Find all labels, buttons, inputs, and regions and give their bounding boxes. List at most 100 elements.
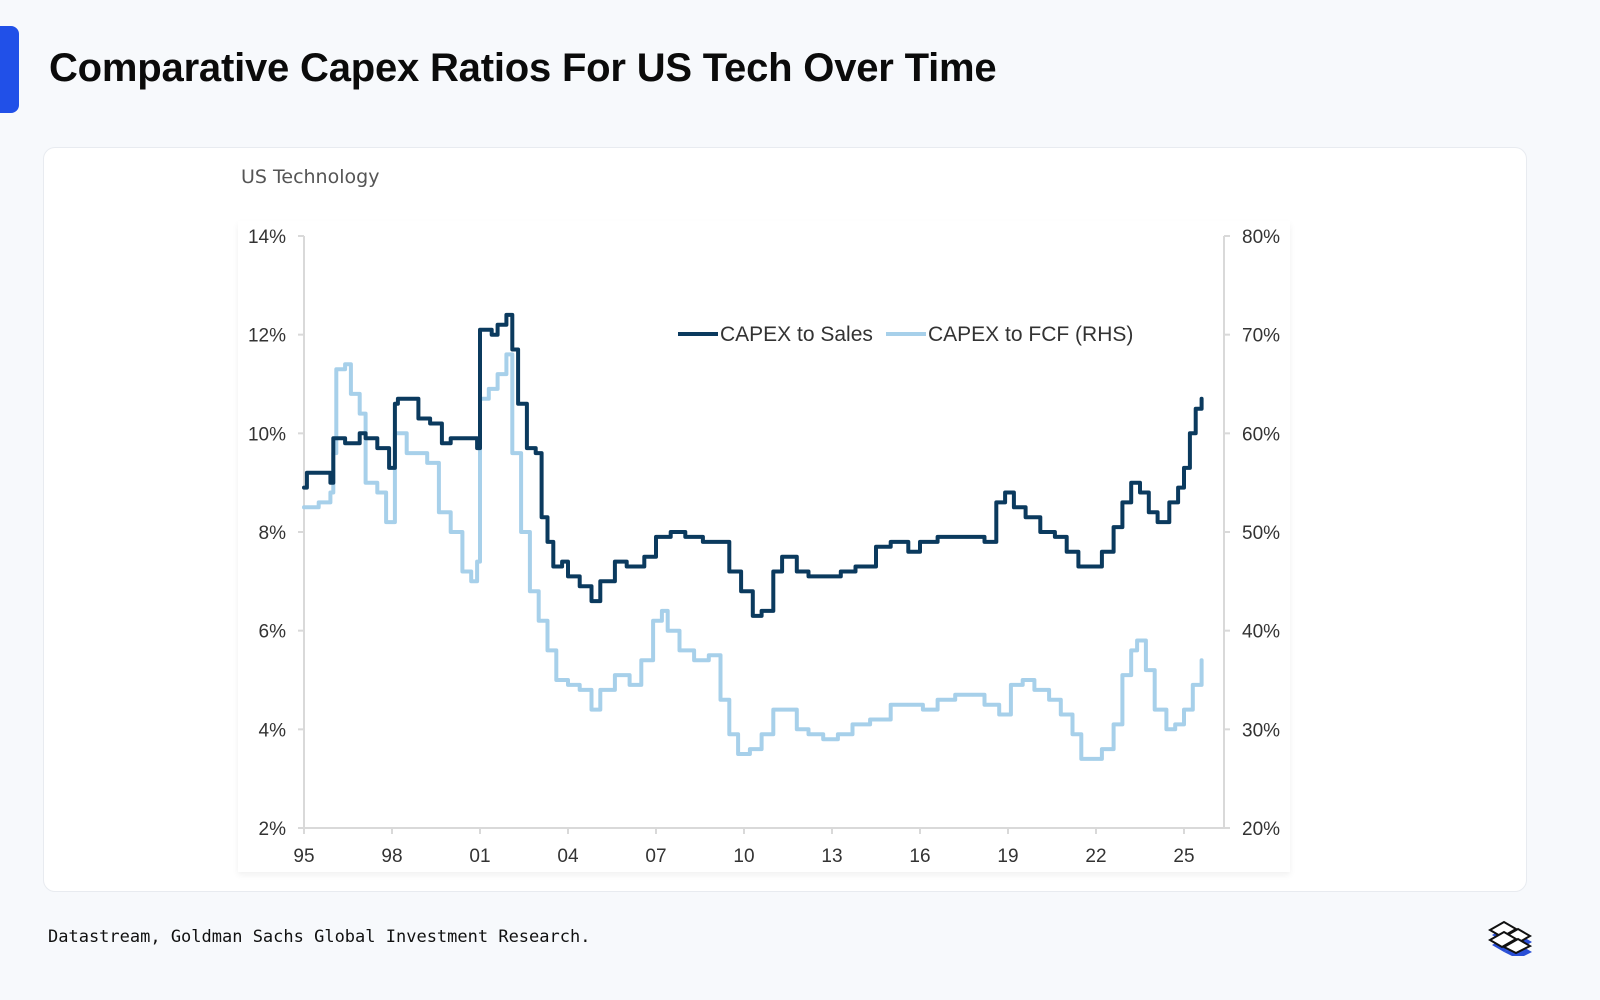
data-point-capex-to-fcf [727, 732, 731, 736]
data-point-capex-to-sales [771, 570, 775, 573]
data-point-capex-to-fcf [317, 500, 321, 504]
left-tick-label: 8% [259, 523, 287, 544]
right-tick-label: 70% [1242, 326, 1280, 347]
right-tick-label: 40% [1242, 622, 1280, 643]
data-point-capex-to-fcf [678, 648, 681, 652]
data-point-capex-to-fcf [358, 412, 362, 416]
data-point-capex-to-sales [854, 565, 857, 568]
data-point-capex-to-fcf [1079, 757, 1083, 761]
legend-label-capex-to-fcf: CAPEX to FCF (RHS) [928, 323, 1133, 346]
data-point-capex-to-fcf [1135, 639, 1139, 642]
data-point-capex-to-sales [393, 402, 397, 406]
left-tick-label: 12% [248, 326, 286, 347]
data-point-capex-to-fcf [971, 693, 975, 697]
data-point-capex-to-fcf [537, 619, 541, 623]
data-point-capex-to-fcf [1129, 648, 1133, 652]
data-point-capex-to-sales [795, 570, 799, 573]
data-point-capex-to-fcf [707, 653, 711, 657]
data-point-capex-to-sales [496, 323, 500, 327]
data-point-capex-to-sales [1112, 525, 1116, 529]
data-point-capex-to-sales [1147, 510, 1151, 514]
data-point-capex-to-fcf [997, 713, 1001, 716]
data-point-capex-to-fcf [748, 747, 752, 751]
data-point-capex-to-sales [510, 348, 514, 351]
data-point-capex-to-sales [625, 565, 629, 568]
chart-series [302, 312, 1204, 761]
data-point-capex-to-sales [490, 333, 494, 337]
data-point-capex-to-fcf [598, 688, 602, 692]
data-point-capex-to-sales [331, 436, 335, 440]
data-point-capex-to-fcf [1091, 757, 1095, 761]
data-point-capex-to-fcf [437, 510, 441, 514]
data-point-capex-to-sales [449, 436, 453, 440]
data-point-capex-to-sales [716, 540, 720, 544]
data-point-capex-to-sales [416, 417, 420, 420]
data-point-capex-to-sales [328, 481, 332, 485]
data-point-capex-to-fcf [1120, 673, 1124, 677]
page-title: Comparative Capex Ratios For US Tech Ove… [49, 46, 997, 90]
data-point-capex-to-sales [739, 589, 743, 593]
x-tick-label: 25 [1173, 846, 1194, 867]
data-point-capex-to-fcf [821, 737, 825, 741]
data-point-capex-to-fcf [719, 698, 722, 702]
data-point-capex-to-fcf [953, 693, 957, 697]
left-tick-label: 14% [248, 227, 286, 248]
data-point-capex-to-fcf [425, 461, 429, 465]
x-tick-label: 13 [821, 846, 842, 867]
chart-legend: CAPEX to Sales CAPEX to FCF (RHS) [678, 323, 1133, 346]
data-point-capex-to-sales [1194, 407, 1198, 411]
data-point-capex-to-sales [918, 540, 922, 544]
x-tick-label: 07 [645, 846, 666, 867]
data-point-capex-to-fcf [460, 570, 464, 573]
data-point-capex-to-fcf [349, 392, 353, 396]
data-point-capex-to-fcf [906, 703, 910, 707]
data-point-capex-to-sales [414, 397, 417, 401]
data-point-capex-to-sales [387, 466, 391, 470]
data-point-capex-to-fcf [1100, 747, 1104, 751]
data-point-capex-to-fcf [660, 609, 664, 613]
data-point-capex-to-sales [1038, 530, 1042, 534]
data-point-capex-to-fcf [469, 579, 473, 583]
data-point-capex-to-sales [428, 422, 432, 425]
legend-label-capex-to-sales: CAPEX to Sales [720, 323, 873, 346]
data-point-capex-to-fcf [375, 491, 379, 494]
data-point-capex-to-sales [560, 560, 564, 564]
data-point-capex-to-sales [305, 471, 309, 475]
data-point-capex-to-fcf [364, 481, 368, 485]
data-point-capex-to-fcf [1021, 678, 1025, 682]
data-point-capex-to-fcf [1191, 683, 1195, 687]
data-point-capex-to-sales [326, 471, 329, 475]
data-point-capex-to-fcf [628, 683, 632, 687]
data-point-capex-to-sales [364, 436, 368, 440]
data-point-capex-to-sales [598, 579, 602, 583]
data-point-capex-to-sales [874, 545, 878, 549]
data-point-capex-to-sales [950, 535, 954, 539]
data-point-capex-to-sales [965, 535, 969, 539]
data-point-capex-to-sales [525, 446, 529, 450]
data-point-capex-to-sales [760, 609, 764, 613]
data-point-capex-to-sales [654, 535, 658, 539]
data-point-capex-to-sales [1188, 431, 1192, 435]
data-point-capex-to-sales [642, 555, 646, 559]
data-point-capex-to-sales [1088, 565, 1092, 568]
data-point-capex-to-sales [1065, 550, 1069, 554]
data-point-capex-to-fcf [578, 688, 582, 692]
data-point-capex-to-sales [1012, 505, 1016, 509]
data-point-capex-to-fcf [1173, 722, 1177, 726]
data-point-capex-to-sales [1003, 491, 1007, 494]
data-point-capex-to-fcf [1153, 708, 1157, 712]
data-point-capex-to-sales [478, 328, 482, 332]
title-accent-bar [0, 26, 19, 113]
left-tick-label: 4% [259, 720, 287, 741]
data-point-capex-to-sales [534, 451, 538, 455]
data-point-capex-to-sales [983, 540, 986, 544]
data-point-capex-to-fcf [496, 372, 500, 376]
data-point-capex-to-fcf [736, 752, 740, 756]
data-point-capex-to-sales [780, 555, 784, 559]
data-point-capex-to-fcf [1112, 722, 1116, 726]
data-point-capex-to-sales [1053, 535, 1057, 539]
x-tick-label: 16 [909, 846, 930, 867]
data-point-capex-to-fcf [328, 491, 332, 494]
data-point-capex-to-fcf [795, 727, 799, 731]
x-tick-label: 19 [997, 846, 1018, 867]
